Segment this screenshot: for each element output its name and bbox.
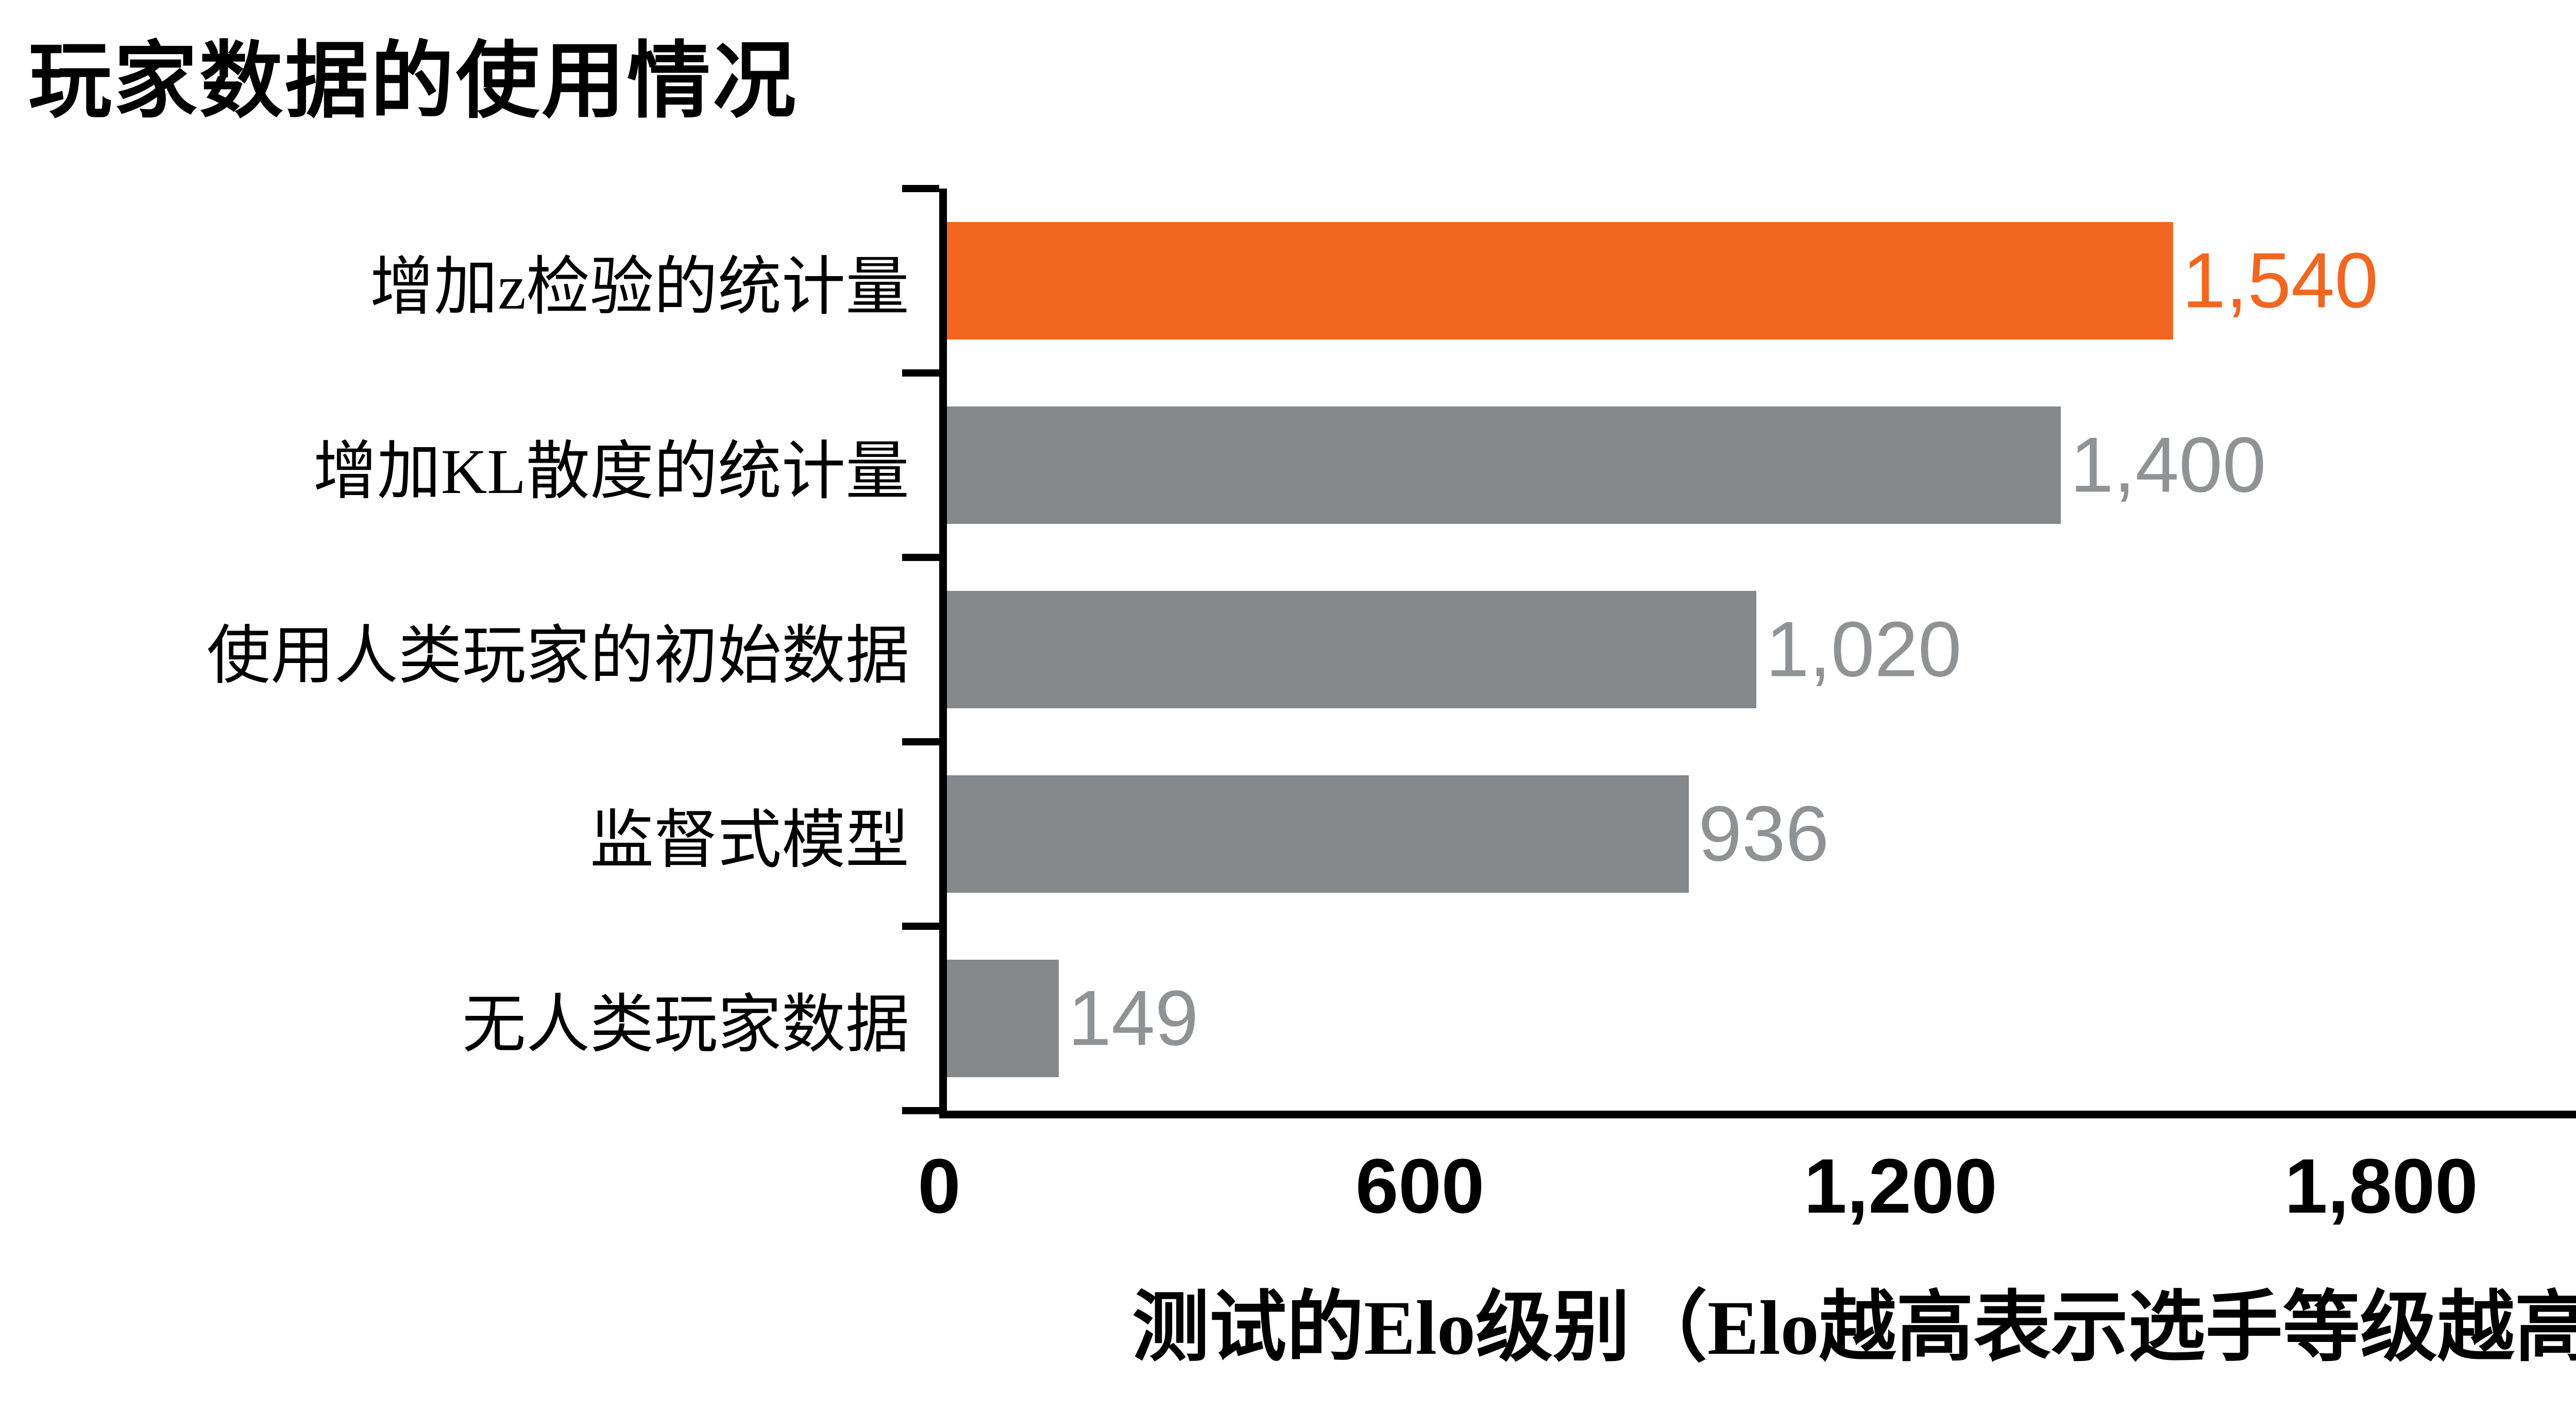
bar-row: 使用人类玩家的初始数据 1,020 [207, 557, 2576, 742]
y-axis-tick [902, 185, 939, 192]
x-tick-label: 1,800 [2284, 1143, 2478, 1229]
x-tick-label: 600 [1355, 1143, 1485, 1229]
bar-rows: 增加z检验的统计量 1,540 增加KL散度的统计量 1,400 使用人类玩家的… [207, 189, 2576, 1111]
bar-row: 增加KL散度的统计量 1,400 [313, 373, 2576, 557]
bar: 1,540 [939, 222, 2378, 339]
bar-row: 增加z检验的统计量 1,540 [370, 189, 2576, 373]
category-label: 增加z检验的统计量 [369, 252, 909, 322]
category-label: 增加KL散度的统计量 [313, 436, 909, 507]
bar-row: 无人类玩家数据 149 [462, 926, 2576, 1111]
x-axis-ticks: 0 600 1,200 1,800 2,400 [918, 1142, 2576, 1239]
bar: 1,400 [939, 406, 2266, 524]
value-label: 936 [1698, 790, 1829, 878]
x-axis-line [939, 1111, 2576, 1118]
y-axis-line [939, 189, 947, 1111]
value-label: 1,020 [1766, 605, 1962, 693]
x-tick-label: 0 [918, 1143, 961, 1229]
y-axis-tick [902, 923, 939, 930]
value-label: 1,540 [2182, 236, 2379, 325]
bar: 936 [939, 775, 1829, 893]
bar: 1,020 [939, 591, 1961, 708]
category-label: 使用人类玩家的初始数据 [206, 621, 909, 691]
x-tick-label: 1,200 [1804, 1143, 1997, 1229]
x-axis-label: 测试的Elo级别（Elo越高表示选手等级越高） [1132, 1285, 2576, 1371]
plot-area: 增加z检验的统计量 1,540 增加KL散度的统计量 1,400 使用人类玩家的… [207, 185, 2576, 1118]
category-label: 监督式模型 [589, 805, 909, 876]
value-label: 149 [1067, 974, 1199, 1062]
value-label: 1,400 [2070, 421, 2266, 509]
y-axis-tick [902, 369, 939, 377]
y-axis-tick [902, 738, 939, 745]
chart-title: 玩家数据的使用情况 [28, 36, 798, 128]
bar: 149 [939, 960, 1198, 1077]
bar-row: 监督式模型 936 [590, 742, 2576, 926]
category-label: 无人类玩家数据 [462, 990, 909, 1060]
y-axis-tick [902, 554, 939, 561]
y-axis-tick [902, 1107, 939, 1114]
